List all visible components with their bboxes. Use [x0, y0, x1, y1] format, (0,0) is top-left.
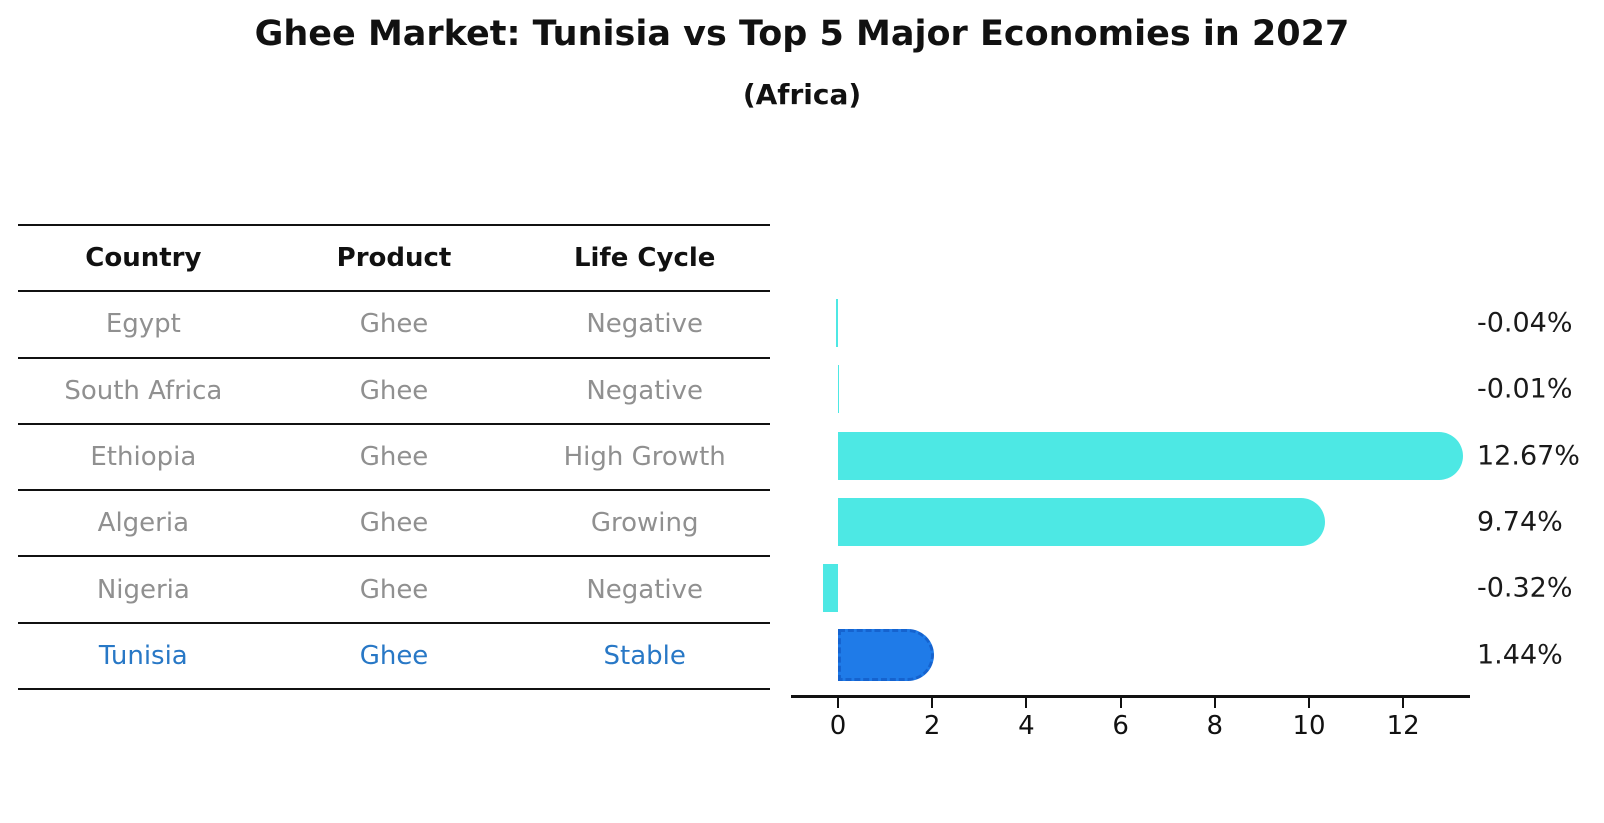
x-axis-tick-label: 10: [1292, 711, 1326, 741]
table-row-cell-1: Ghee: [359, 508, 429, 539]
x-axis-tick: [1213, 698, 1216, 708]
x-axis-tick: [837, 698, 839, 708]
x-axis-tick: [1119, 698, 1122, 708]
table-row-cell-1: Ghee: [359, 375, 429, 406]
value-label-algeria: 9.74%: [1477, 506, 1563, 538]
table-row-cell-2: Stable: [603, 640, 686, 671]
x-axis-tick-label: 8: [1206, 711, 1224, 741]
bar-ethiopia: [838, 431, 1463, 480]
value-label-egypt: -0.04%: [1477, 307, 1573, 339]
x-axis-line: [791, 695, 1470, 698]
x-axis-tick-label: 2: [923, 711, 941, 741]
bar-tunisia: [838, 628, 934, 681]
table-row: Egypt Ghee Negative: [18, 292, 770, 359]
table-header-row-cell-1: Product: [336, 243, 452, 274]
table-row: Ethiopia Ghee High Growth: [18, 425, 770, 492]
table-row-cell-0: Egypt: [105, 309, 181, 340]
x-axis-tick: [1308, 698, 1310, 708]
table-header-row: Country Product Life Cycle: [18, 226, 770, 293]
table-row-cell-2: Negative: [586, 309, 704, 340]
table-row-cell-0: Tunisia: [98, 640, 188, 671]
table-row-cell-1: Ghee: [359, 442, 429, 473]
table-header-row-cell-0: Country: [85, 243, 202, 274]
table-row-cell-2: Negative: [586, 375, 704, 406]
bar-algeria: [838, 498, 1325, 547]
table-row-cell-0: Algeria: [97, 508, 190, 539]
value-label-nigeria: -0.32%: [1477, 572, 1573, 604]
table-row-cell-2: Growing: [590, 508, 699, 539]
bar-nigeria: [822, 564, 838, 613]
x-axis-tick-label: 0: [829, 711, 847, 741]
table-row-cell-1: Ghee: [359, 640, 429, 671]
table-row-cell-1: Ghee: [359, 574, 429, 605]
x-axis-tick-label: 4: [1018, 711, 1035, 741]
table-header-row-cell-2: Life Cycle: [573, 243, 716, 274]
table-row-cell-0: Ethiopia: [90, 442, 197, 473]
x-axis-tick: [1402, 698, 1405, 708]
value-label-south-africa: -0.01%: [1477, 373, 1573, 405]
x-axis-tick: [931, 698, 934, 708]
table-row: Tunisia Ghee Stable: [18, 624, 770, 688]
table-row: Nigeria Ghee Negative: [18, 557, 770, 624]
table-row-cell-2: Negative: [586, 574, 704, 605]
x-axis-tick-label: 6: [1112, 711, 1129, 741]
table-row: South Africa Ghee Negative: [18, 359, 770, 425]
table-row-cell-1: Ghee: [359, 309, 429, 340]
chart-subtitle: (Africa): [742, 78, 862, 111]
country-table: Country Product Life Cycle Egypt Ghee Negativ…: [18, 224, 770, 691]
chart-title: Ghee Market: Tunisia vs Top 5 Major Econ…: [254, 14, 1350, 54]
value-label-tunisia: 1.44%: [1477, 639, 1563, 671]
table-row-cell-0: Nigeria: [96, 574, 190, 605]
table-row: Algeria Ghee Growing: [18, 491, 770, 558]
bar-egypt: [836, 299, 838, 348]
value-label-ethiopia: 12.67%: [1477, 440, 1580, 472]
table-row-cell-2: High Growth: [563, 442, 726, 473]
x-axis-tick-label: 12: [1386, 711, 1420, 741]
x-axis-tick: [1025, 698, 1028, 708]
table-row-cell-0: South Africa: [64, 375, 223, 406]
